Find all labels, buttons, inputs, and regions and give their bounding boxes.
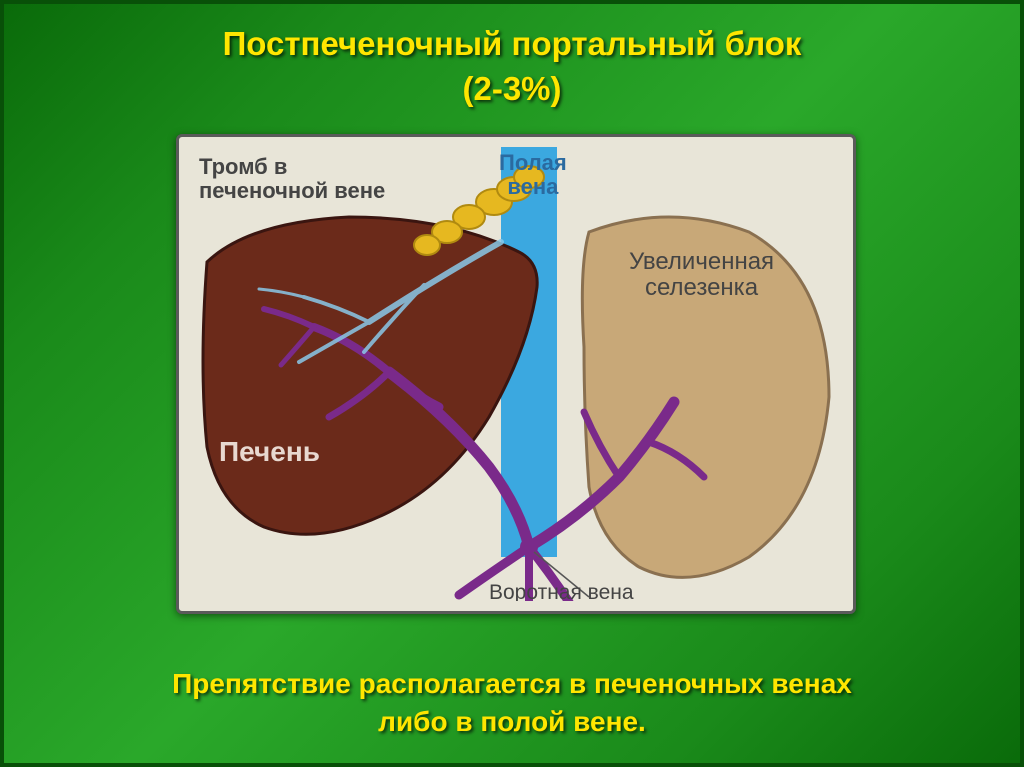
diagram-frame: Тромб впеченочной вене Полаявена Увеличе… bbox=[176, 134, 856, 614]
anatomy-svg bbox=[189, 147, 843, 601]
title-line1: Постпеченочный портальный блок bbox=[223, 25, 802, 62]
diagram: Тромб впеченочной вене Полаявена Увеличе… bbox=[189, 147, 843, 601]
slide-caption: Препятствие располагается в печеночных в… bbox=[4, 665, 1020, 741]
caption-line2: либо в полой вене. bbox=[378, 706, 646, 737]
label-vena-cava: Полаявена bbox=[499, 151, 567, 199]
label-spleen: Увеличеннаяселезенка bbox=[629, 249, 774, 302]
label-thrombus: Тромб впеченочной вене bbox=[199, 155, 385, 203]
slide-title: Постпеченочный портальный блок (2-3%) bbox=[4, 4, 1020, 111]
label-liver: Печень bbox=[219, 437, 320, 468]
liver bbox=[203, 217, 537, 534]
label-portal-vein: Воротная вена bbox=[489, 581, 634, 601]
slide: Постпеченочный портальный блок (2-3%) bbox=[0, 0, 1024, 767]
title-line2: (2-3%) bbox=[462, 70, 561, 107]
caption-line1: Препятствие располагается в печеночных в… bbox=[172, 668, 852, 699]
